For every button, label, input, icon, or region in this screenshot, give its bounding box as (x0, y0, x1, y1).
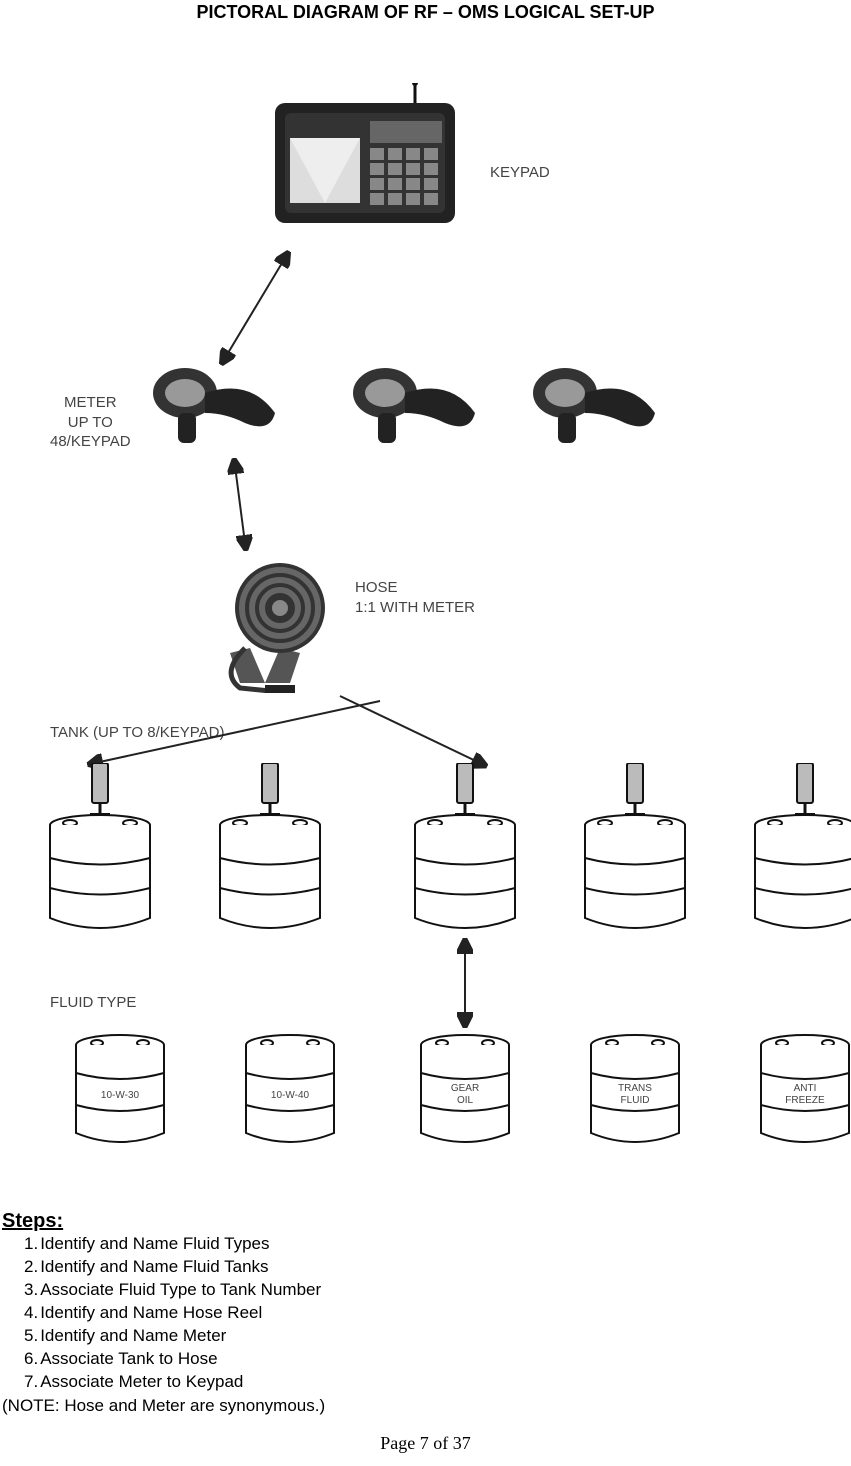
svg-text:OIL: OIL (457, 1095, 474, 1106)
arrow-hose-tank-right (305, 688, 505, 773)
steps-heading: Steps: (2, 1210, 325, 1233)
tank-3-icon (405, 763, 525, 933)
svg-text:FREEZE: FREEZE (785, 1095, 825, 1106)
tank-5-icon (745, 763, 851, 933)
label-hose-l2: 1:1 WITH METER (355, 599, 475, 616)
list-item: Associate Tank to Hose (24, 1348, 325, 1371)
meter-2-icon (350, 358, 480, 458)
label-keypad: KEYPAD (490, 163, 550, 183)
svg-text:GEAR: GEAR (451, 1083, 479, 1094)
list-item: Identify and Name Fluid Types (24, 1233, 325, 1256)
tank-1-icon (40, 763, 160, 933)
tank-2-icon (210, 763, 330, 933)
arrow-meter-hose (220, 458, 260, 553)
svg-text:FLUID: FLUID (621, 1095, 650, 1106)
list-item: Associate Meter to Keypad (24, 1371, 325, 1394)
svg-text:10-W-30: 10-W-30 (101, 1090, 140, 1101)
arrow-keypad-meter (210, 248, 300, 368)
barrel-2-icon: 10-W-40 (240, 1033, 340, 1148)
list-item: Associate Fluid Type to Tank Number (24, 1279, 325, 1302)
label-meter-l3: 48/KEYPAD (50, 433, 131, 450)
label-meter: METER UP TO 48/KEYPAD (50, 393, 131, 452)
barrel-1-icon: 10-W-30 (70, 1033, 170, 1148)
meter-3-icon (530, 358, 660, 458)
list-item: Identify and Name Fluid Tanks (24, 1256, 325, 1279)
svg-text:TRANS: TRANS (618, 1083, 652, 1094)
barrel-5-icon: ANTI FREEZE (755, 1033, 851, 1148)
page-footer: Page 7 of 37 (0, 1433, 851, 1454)
barrel-4-icon: TRANS FLUID (585, 1033, 685, 1148)
barrel-3-icon: GEAR OIL (415, 1033, 515, 1148)
steps-section: Steps: Identify and Name Fluid Types Ide… (0, 1210, 325, 1416)
steps-note: (NOTE: Hose and Meter are synonymous.) (2, 1396, 325, 1416)
label-fluid-type: FLUID TYPE (50, 993, 136, 1013)
list-item: Identify and Name Meter (24, 1325, 325, 1348)
steps-list: Identify and Name Fluid Types Identify a… (2, 1233, 325, 1394)
page-title: PICTORAL DIAGRAM OF RF – OMS LOGICAL SET… (0, 0, 851, 23)
svg-text:10-W-40: 10-W-40 (271, 1090, 310, 1101)
arrow-tank-fluid (450, 938, 480, 1028)
tank-4-icon (575, 763, 695, 933)
label-hose-l1: HOSE (355, 579, 398, 596)
label-meter-l2: UP TO (68, 414, 113, 431)
label-meter-l1: METER (64, 394, 117, 411)
list-item: Identify and Name Hose Reel (24, 1302, 325, 1325)
hose-reel-icon (210, 553, 350, 693)
diagram: KEYPAD METER UP TO 48/KEYPAD (0, 23, 851, 1123)
label-hose: HOSE 1:1 WITH METER (355, 578, 475, 617)
keypad-device (265, 83, 465, 233)
svg-text:ANTI: ANTI (794, 1083, 817, 1094)
meter-1-icon (150, 358, 280, 458)
